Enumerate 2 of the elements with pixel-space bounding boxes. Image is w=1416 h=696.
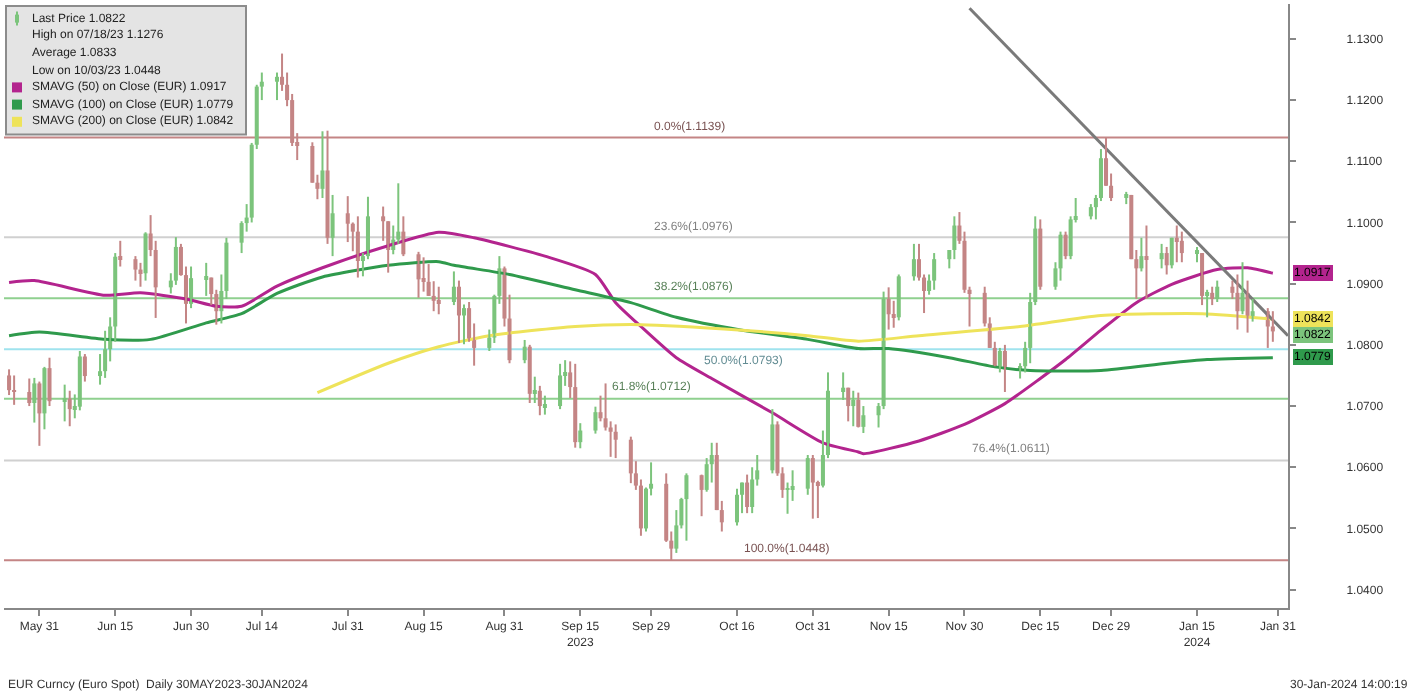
line-series (315, 311, 1275, 395)
line-series (7, 260, 1275, 373)
